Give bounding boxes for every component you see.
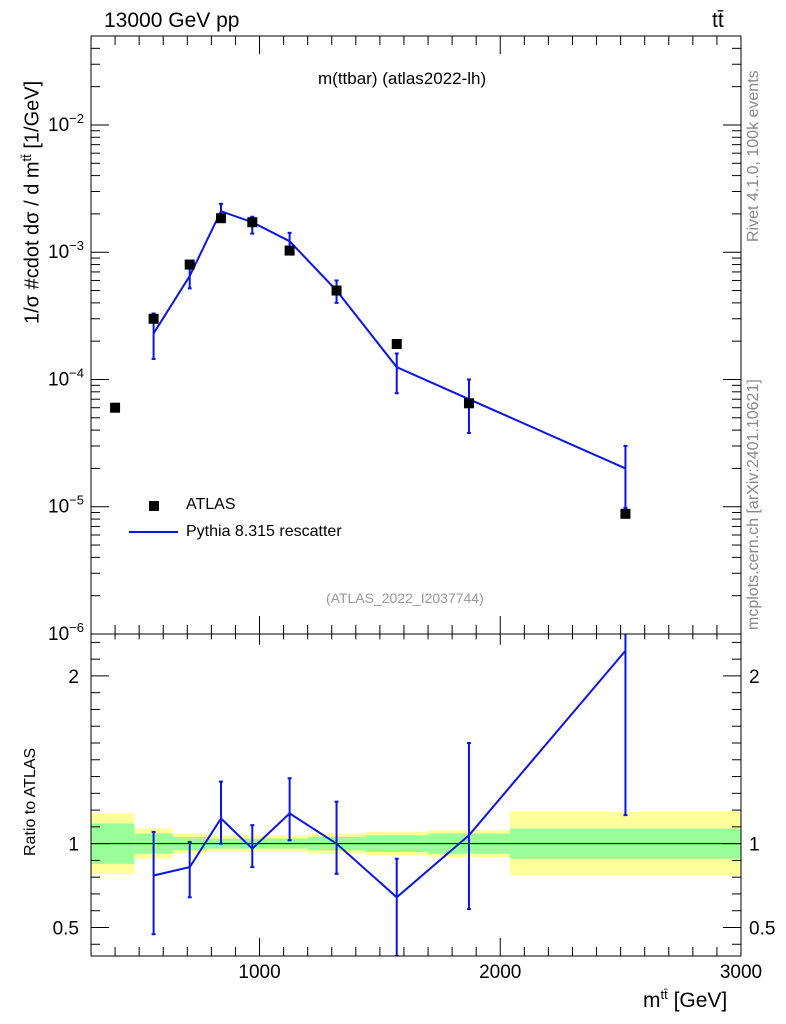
main-pythia-series [151, 202, 628, 509]
ratio-y-tick-label-right: 2 [749, 667, 760, 688]
energy-label: 13000 GeV pp [104, 9, 240, 32]
main-y-tick-label: 10−6 [48, 620, 84, 645]
process-label: tt̄ [712, 9, 724, 32]
atlas-data-point [284, 245, 295, 256]
legend-pythia-label: Pythia 8.315 rescatter [186, 523, 342, 540]
main-frame [90, 35, 742, 635]
legend-atlas-marker [149, 501, 159, 511]
main-y-tick-label: 10−5 [48, 493, 84, 518]
ratio-y-tick-label: 1 [68, 835, 79, 856]
watermark-analysis-id: (ATLAS_2022_I2037744) [326, 590, 484, 606]
x-tick-label: 1000 [238, 962, 280, 983]
ratio-frame [90, 633, 742, 957]
atlas-data-point [247, 217, 258, 228]
ratio-y-tick-label-right: 0.5 [749, 918, 775, 939]
x-tick-label: 3000 [720, 962, 762, 983]
ratio-pythia-series [151, 634, 628, 956]
atlas-data-point [148, 313, 159, 324]
atlas-data-point [620, 508, 631, 519]
ratio-y-tick-label-right: 1 [749, 835, 760, 856]
ratio-y-tick-label: 2 [68, 667, 79, 688]
main-y-tick-label: 10−3 [48, 238, 84, 263]
atlas-data-point [331, 285, 342, 296]
main-pythia-line [152, 209, 626, 470]
main-y-tick-label: 10−4 [48, 365, 84, 390]
axis-ticks [90, 35, 742, 956]
ratio-y-tick-label: 0.5 [53, 918, 79, 939]
atlas-data-point [391, 339, 402, 350]
main-y-tick-label: 10−2 [48, 111, 84, 136]
x-axis-title: mtt̄ [GeV] [643, 987, 728, 1012]
atlas-data-point [110, 402, 121, 413]
plot-title: m(ttbar) (atlas2022-lh) [318, 69, 487, 88]
atlas-data-point [463, 398, 474, 409]
legend [129, 501, 178, 533]
atlas-data-point [216, 213, 226, 224]
atlas-data-point [184, 259, 195, 270]
x-tick-label: 2000 [479, 962, 521, 983]
legend-atlas-label: ATLAS [186, 496, 236, 513]
main-atlas-series [110, 213, 631, 519]
